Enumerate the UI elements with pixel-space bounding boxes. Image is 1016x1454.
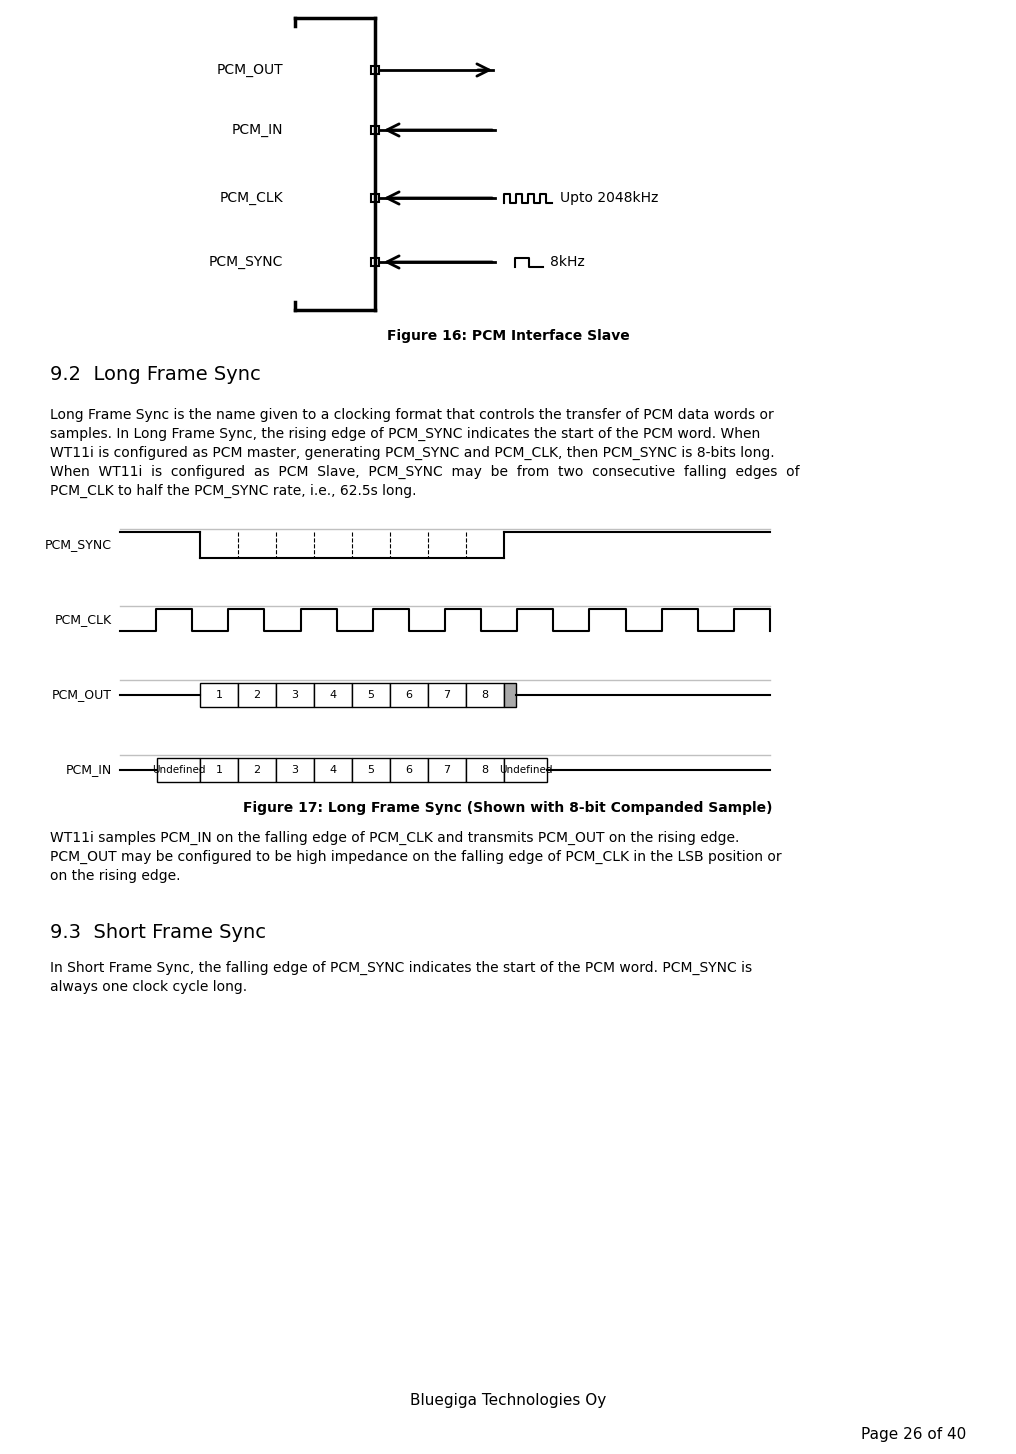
Text: 3: 3 xyxy=(292,691,299,699)
Bar xyxy=(466,683,504,707)
Text: Undefined: Undefined xyxy=(151,765,205,775)
Bar xyxy=(504,683,516,707)
Text: PCM_OUT may be configured to be high impedance on the falling edge of PCM_CLK in: PCM_OUT may be configured to be high imp… xyxy=(50,851,781,864)
Bar xyxy=(157,758,200,782)
Text: PCM_OUT: PCM_OUT xyxy=(216,63,283,77)
Bar xyxy=(314,758,352,782)
Text: 4: 4 xyxy=(329,691,336,699)
Text: always one clock cycle long.: always one clock cycle long. xyxy=(50,980,247,995)
Text: WT11i samples PCM_IN on the falling edge of PCM_CLK and transmits PCM_OUT on the: WT11i samples PCM_IN on the falling edge… xyxy=(50,830,740,845)
Text: 4: 4 xyxy=(329,765,336,775)
Text: 6: 6 xyxy=(405,691,412,699)
Text: 8: 8 xyxy=(482,765,489,775)
Bar xyxy=(504,758,547,782)
Text: 1: 1 xyxy=(215,691,223,699)
Text: 7: 7 xyxy=(443,765,450,775)
Bar xyxy=(276,758,314,782)
Text: PCM_SYNC: PCM_SYNC xyxy=(45,538,112,551)
Text: 2: 2 xyxy=(253,765,260,775)
Text: 9.2  Long Frame Sync: 9.2 Long Frame Sync xyxy=(50,365,261,384)
Bar xyxy=(428,758,466,782)
Bar xyxy=(371,65,379,74)
Bar xyxy=(276,683,314,707)
Text: In Short Frame Sync, the falling edge of PCM_SYNC indicates the start of the PCM: In Short Frame Sync, the falling edge of… xyxy=(50,961,752,976)
Text: Page 26 of 40: Page 26 of 40 xyxy=(861,1428,966,1442)
Text: PCM_IN: PCM_IN xyxy=(232,124,283,137)
Text: PCM_OUT: PCM_OUT xyxy=(52,689,112,701)
Text: PCM_CLK: PCM_CLK xyxy=(219,190,283,205)
Text: PCM_CLK: PCM_CLK xyxy=(55,614,112,627)
Text: 2: 2 xyxy=(253,691,260,699)
Bar xyxy=(314,683,352,707)
Text: PCM_IN: PCM_IN xyxy=(66,763,112,776)
Bar xyxy=(200,758,238,782)
Text: PCM_CLK to half the PCM_SYNC rate, i.e., 62.5s long.: PCM_CLK to half the PCM_SYNC rate, i.e.,… xyxy=(50,484,417,499)
Bar xyxy=(352,683,390,707)
Text: 3: 3 xyxy=(292,765,299,775)
Bar xyxy=(390,758,428,782)
Bar xyxy=(238,683,276,707)
Text: 1: 1 xyxy=(215,765,223,775)
Text: 7: 7 xyxy=(443,691,450,699)
Bar xyxy=(238,758,276,782)
Bar xyxy=(371,193,379,202)
Bar xyxy=(466,758,504,782)
Text: on the rising edge.: on the rising edge. xyxy=(50,869,181,883)
Text: Upto 2048kHz: Upto 2048kHz xyxy=(560,190,658,205)
Text: Figure 16: PCM Interface Slave: Figure 16: PCM Interface Slave xyxy=(387,329,629,343)
Text: Long Frame Sync is the name given to a clocking format that controls the transfe: Long Frame Sync is the name given to a c… xyxy=(50,409,774,422)
Text: WT11i is configured as PCM master, generating PCM_SYNC and PCM_CLK, then PCM_SYN: WT11i is configured as PCM master, gener… xyxy=(50,446,774,459)
Text: Figure 17: Long Frame Sync (Shown with 8-bit Companded Sample): Figure 17: Long Frame Sync (Shown with 8… xyxy=(243,801,773,816)
Text: 9.3  Short Frame Sync: 9.3 Short Frame Sync xyxy=(50,923,266,942)
Bar xyxy=(371,257,379,266)
Bar xyxy=(428,683,466,707)
Text: PCM_SYNC: PCM_SYNC xyxy=(208,254,283,269)
Text: Bluegiga Technologies Oy: Bluegiga Technologies Oy xyxy=(409,1393,607,1407)
Text: When  WT11i  is  configured  as  PCM  Slave,  PCM_SYNC  may  be  from  two  cons: When WT11i is configured as PCM Slave, P… xyxy=(50,465,800,478)
Text: 5: 5 xyxy=(368,691,375,699)
Bar xyxy=(371,126,379,134)
Bar xyxy=(200,683,238,707)
Text: 8: 8 xyxy=(482,691,489,699)
Bar xyxy=(390,683,428,707)
Text: samples. In Long Frame Sync, the rising edge of PCM_SYNC indicates the start of : samples. In Long Frame Sync, the rising … xyxy=(50,427,760,441)
Text: 5: 5 xyxy=(368,765,375,775)
Text: 6: 6 xyxy=(405,765,412,775)
Text: Undefined: Undefined xyxy=(499,765,553,775)
Bar xyxy=(352,758,390,782)
Text: 8kHz: 8kHz xyxy=(550,254,585,269)
